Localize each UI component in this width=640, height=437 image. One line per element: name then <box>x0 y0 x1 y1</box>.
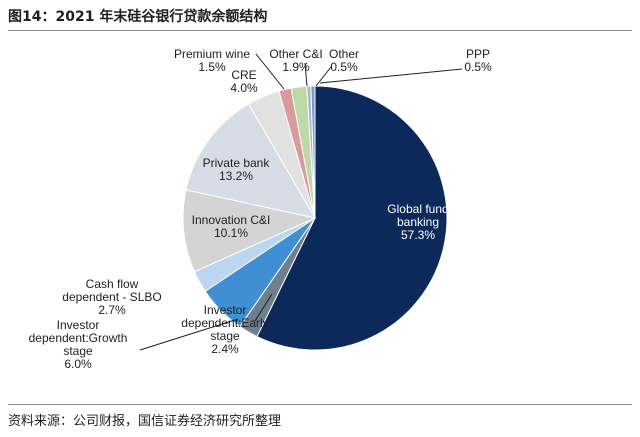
leader-line-investor-dependent-early-stage <box>254 293 273 322</box>
slice-label-innovation-c-i: Innovation C&I 10.1% <box>192 213 271 240</box>
pie-slice-private-bank <box>185 103 317 219</box>
leader-line-investor-dependent-growth-stage <box>139 318 239 351</box>
slice-labels: Global fund banking 57.3% Investor dependent… <box>29 47 492 371</box>
source-note: 资料来源：公司财报，国信证券经济研究所整理 <box>8 414 282 429</box>
leader-line-ppp <box>319 68 463 84</box>
leader-line-other <box>315 66 332 87</box>
slice-label-investor-dependent-early-stage: Investor dependent:Early stage 2.4% <box>181 303 268 356</box>
pie-slices <box>182 85 448 351</box>
footer-divider <box>8 404 632 405</box>
leader-line-other-c-i <box>304 62 308 87</box>
slice-label-premium-wine: Premium wine 1.5% <box>174 47 250 74</box>
slice-label-other: Other 0.5% <box>329 47 359 74</box>
pie-slice-global-fund-banking <box>256 85 448 351</box>
title-divider <box>8 30 632 31</box>
slice-label-ppp: PPP 0.5% <box>464 47 492 74</box>
leader-line-premium-wine <box>255 53 285 90</box>
pie-slice-ppp <box>310 85 316 219</box>
slice-label-investor-dependent-growth-stage: Investor dependent:Growth stage 6.0% <box>29 318 128 371</box>
slice-label-private-bank: Private bank 13.2% <box>203 156 271 183</box>
pie-chart: Global fund banking 57.3% Investor dependent… <box>29 47 492 371</box>
slice-label-cash-flow-dependent-slbo: Cash flow dependent - SLBO 2.7% <box>62 277 161 317</box>
leader-lines <box>139 53 463 351</box>
slice-label-other-c-i: Other C&I 1.9% <box>269 47 322 74</box>
slice-label-cre: CRE 4.0% <box>230 68 258 95</box>
pie-slice-innovation-c-i <box>182 189 317 273</box>
chart-title: 图14：2021 年末硅谷银行贷款余额结构 <box>8 9 268 25</box>
slice-label-global-fund-banking: Global fund banking 57.3% <box>387 202 448 242</box>
